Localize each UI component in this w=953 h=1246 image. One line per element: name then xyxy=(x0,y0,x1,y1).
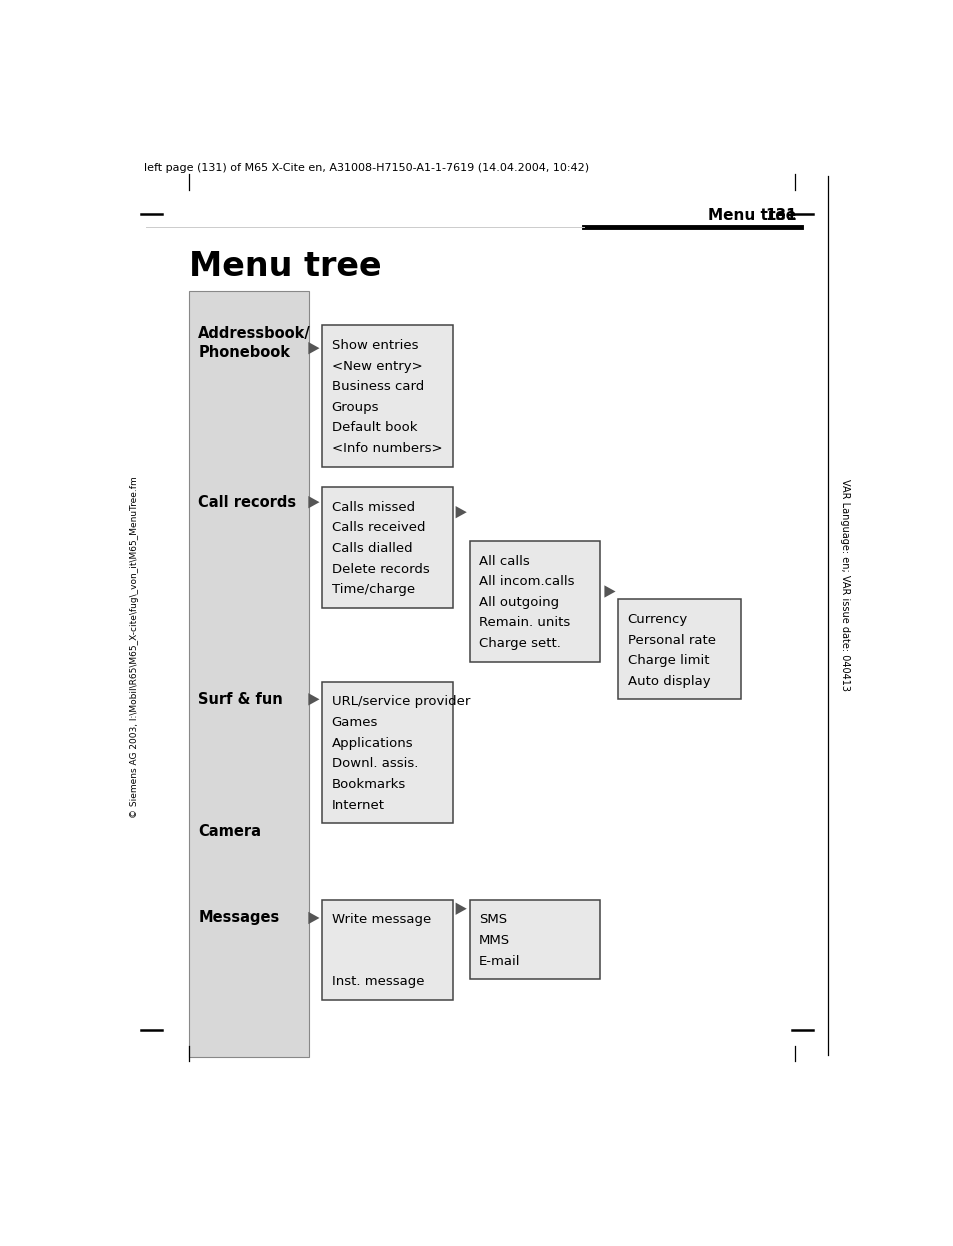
Bar xyxy=(322,325,452,466)
Text: Applications: Applications xyxy=(332,736,413,750)
Text: Remain. units: Remain. units xyxy=(478,617,570,629)
Polygon shape xyxy=(308,496,319,508)
Bar xyxy=(322,682,452,824)
Text: Groups: Groups xyxy=(332,401,378,414)
Polygon shape xyxy=(456,902,466,915)
Text: All incom.calls: All incom.calls xyxy=(478,576,574,588)
Text: Menu tree: Menu tree xyxy=(189,250,381,283)
Text: Messages: Messages xyxy=(198,911,279,926)
Text: MMS: MMS xyxy=(478,934,510,947)
Text: Camera: Camera xyxy=(198,825,261,840)
Text: Games: Games xyxy=(332,716,377,729)
Text: Delete records: Delete records xyxy=(332,562,429,576)
Polygon shape xyxy=(456,506,466,518)
Text: Internet: Internet xyxy=(332,799,384,811)
Text: <Info numbers>: <Info numbers> xyxy=(332,442,442,455)
Text: Write message: Write message xyxy=(332,913,431,926)
Text: Charge sett.: Charge sett. xyxy=(478,637,560,650)
Polygon shape xyxy=(308,341,319,354)
Text: 131: 131 xyxy=(765,208,797,223)
Bar xyxy=(618,599,740,699)
Text: Calls received: Calls received xyxy=(332,521,425,535)
Text: Charge limit: Charge limit xyxy=(627,654,708,668)
Text: All calls: All calls xyxy=(478,554,529,567)
Text: Business card: Business card xyxy=(332,380,423,394)
Text: URL/service provider: URL/service provider xyxy=(332,695,470,709)
Text: left page (131) of M65 X-Cite en, A31008-H7150-A1-1-7619 (14.04.2004, 10:42): left page (131) of M65 X-Cite en, A31008… xyxy=(144,163,589,173)
Bar xyxy=(322,900,452,999)
Text: Show entries: Show entries xyxy=(332,339,417,351)
Polygon shape xyxy=(308,912,319,925)
Polygon shape xyxy=(308,693,319,705)
Text: Calls dialled: Calls dialled xyxy=(332,542,412,554)
Text: Menu tree: Menu tree xyxy=(707,208,796,223)
Bar xyxy=(189,292,309,1057)
Text: © Siemens AG 2003, I:\Mobil\R65\M65_X-cite\fug\_von_it\M65_MenuTree.fm: © Siemens AG 2003, I:\Mobil\R65\M65_X-ci… xyxy=(131,476,139,817)
Text: SMS: SMS xyxy=(478,913,506,926)
Bar xyxy=(322,487,452,608)
Text: All outgoing: All outgoing xyxy=(478,596,558,609)
Text: Downl. assis.: Downl. assis. xyxy=(332,758,417,770)
Polygon shape xyxy=(604,586,615,598)
Text: Calls missed: Calls missed xyxy=(332,501,415,513)
Text: Auto display: Auto display xyxy=(627,675,710,688)
Text: E-mail: E-mail xyxy=(478,954,519,968)
Text: Call records: Call records xyxy=(198,495,296,510)
Text: Personal rate: Personal rate xyxy=(627,634,715,647)
Text: VAR Language: en; VAR issue date: 040413: VAR Language: en; VAR issue date: 040413 xyxy=(839,480,849,692)
Text: Time/charge: Time/charge xyxy=(332,583,415,596)
Text: Surf & fun: Surf & fun xyxy=(198,692,283,706)
Bar xyxy=(469,900,599,979)
Text: Inst. message: Inst. message xyxy=(332,976,424,988)
Bar xyxy=(469,541,599,662)
Text: <New entry>: <New entry> xyxy=(332,360,422,373)
Text: Bookmarks: Bookmarks xyxy=(332,778,405,791)
Text: Addressbook/
Phonebook: Addressbook/ Phonebook xyxy=(198,325,311,360)
Text: Default book: Default book xyxy=(332,421,416,435)
Text: Currency: Currency xyxy=(627,613,687,625)
